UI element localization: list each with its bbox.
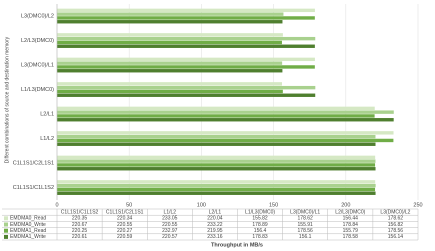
table-cell: 220.57 [162,234,178,240]
bar [57,40,282,45]
table-cell: 220.34 [117,216,133,222]
table-cell: 220.25 [72,228,88,234]
table-cell: 220.59 [117,234,133,240]
table-cell: 178.56 [298,228,314,234]
x-tick-label: 0 [55,202,58,208]
legend-label: EMDMA1_Write [10,234,46,240]
bar [57,36,316,41]
table-cell: 156.1 [299,234,312,240]
bar [57,180,376,184]
y-tick-label: L2/L3(DMC0) [21,38,54,44]
bar [57,167,376,171]
x-axis-title: Throughput in MB/s [211,242,263,248]
y-tick-label: L3(DMC0)/L2 [21,14,54,20]
legend-swatch [4,222,8,227]
x-tick-label: 150 [269,202,278,208]
table-header: L3(DMC0)/L2 [380,209,410,215]
bar [57,163,376,167]
table-cell: 155.79 [343,228,359,234]
bar [57,61,283,65]
table-header: L2/L1 [209,209,222,215]
table-cell: 178.62 [388,216,404,222]
x-tick-label: 50 [126,202,132,208]
bar [57,187,376,192]
table-header: L3(DMC0)/L1 [290,209,320,215]
table-header: C1L1S1/C1L1S2 [61,209,99,215]
y-tick-label: L1/L3(DMC0) [21,87,54,93]
table-cell: 220.04 [207,216,223,222]
table-cell: 156.44 [343,216,359,222]
table-cell: 220.27 [117,228,133,234]
table-cell: 178.83 [252,234,268,240]
table-cell: 178.58 [343,234,359,240]
y-tick-label: C1L1S1/C1L1S2 [13,185,54,191]
y-axis-title: Different combinations of source and des… [4,36,10,163]
table-header: L1/L2 [164,209,177,215]
bar [57,8,315,13]
bar [57,134,376,139]
bar [57,12,284,16]
table-cell: 178.62 [298,216,314,222]
table-cell: 220.61 [72,234,88,240]
table-cell: 156.4 [254,228,267,234]
bar [57,33,283,37]
table-cell: 156.14 [388,234,404,240]
bar [57,142,376,146]
legend-label: EMDMA0_Read [10,216,46,222]
bar [57,131,394,135]
y-tick-label: L2/L1 [40,112,54,118]
bar [57,155,376,160]
table-cell: 219.95 [207,228,223,234]
legend-label: EMDMA1_Read [10,228,46,234]
bar [57,16,315,20]
legend-label: EMDMA0_Write [10,222,46,228]
bar [57,65,315,69]
bar [57,138,394,143]
table-cell: 220.55 [162,222,178,228]
table-cell: 220.35 [72,216,88,222]
table-cell: 220.67 [72,222,88,228]
table-header: L2/L3(DMC0) [335,209,365,215]
table-cell: 155.82 [252,216,268,222]
table-cell: 178.84 [343,222,359,228]
y-tick-label: L3(DMC0)/L1 [21,63,54,69]
table-header: L1/L3(DMC0) [245,209,275,215]
bar [57,85,316,90]
bar [57,89,283,94]
bar [57,106,375,111]
bar [57,191,376,195]
bar [57,57,315,62]
bar [57,82,283,86]
legend-swatch [4,228,8,233]
bar [57,69,283,73]
table-cell: 233.16 [207,234,223,240]
x-tick-label: 100 [197,202,206,208]
bar [57,20,283,24]
table-cell: 232.97 [162,228,178,234]
bar [57,159,376,163]
table-cell: 178.89 [252,222,268,228]
table-cell: 178.56 [388,228,404,234]
table-cell: 156.82 [388,222,404,228]
bar [57,183,376,188]
y-tick-label: L1/L2 [40,136,54,142]
bar [57,114,375,118]
legend-swatch [4,234,8,239]
bar [57,44,315,48]
table-cell: 220.55 [117,222,133,228]
table-cell: 233.05 [162,216,178,222]
y-tick-label: C1L1S1/C2L1S1 [13,161,54,167]
bar [57,118,394,122]
x-tick-label: 200 [341,202,350,208]
bar [57,93,316,97]
bar [57,110,394,114]
legend-swatch [4,216,8,221]
x-tick-label: 250 [413,202,422,208]
table-cell: 155.91 [298,222,314,228]
table-cell: 233.22 [207,222,223,228]
table-header: C1L1S1/C2L1S1 [106,209,144,215]
